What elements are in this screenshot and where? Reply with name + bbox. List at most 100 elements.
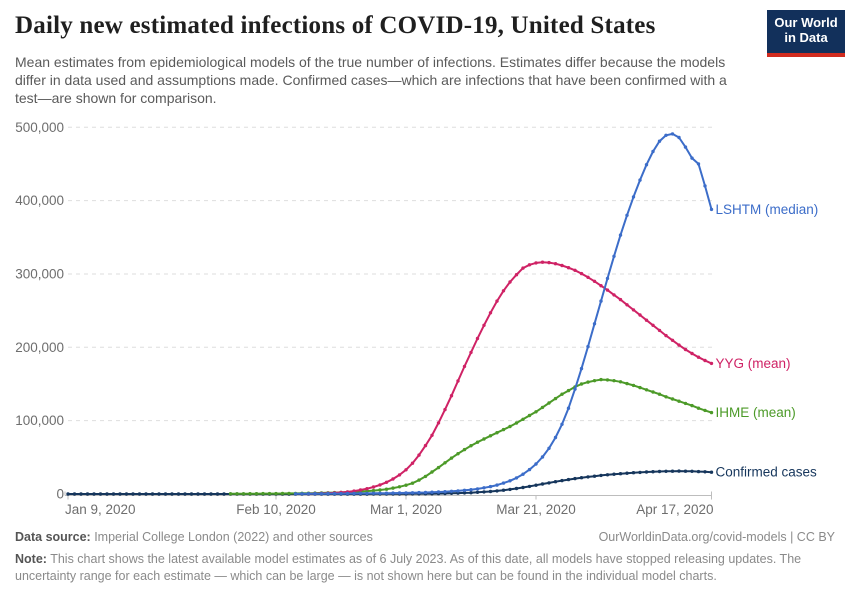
- series-point-ihme-mean: [670, 397, 675, 401]
- series-point-ihme-mean: [404, 483, 408, 487]
- series-point-confirmed-cases: [488, 489, 493, 494]
- series-label-lshtm-median: LSHTM (median): [716, 202, 819, 217]
- series-point-yyg-mean: [397, 473, 402, 477]
- owid-logo[interactable]: Our World in Data: [767, 10, 845, 57]
- series-point-confirmed-cases: [215, 492, 220, 496]
- series-point-ihme-mean: [664, 395, 668, 399]
- series-point-lshtm-median: [300, 492, 304, 496]
- x-axis-label: Jan 9, 2020: [65, 502, 136, 517]
- series-line-yyg-mean[interactable]: [307, 261, 713, 495]
- series-point-confirmed-cases: [85, 492, 90, 496]
- series-point-ihme-mean: [618, 380, 623, 384]
- series-point-lshtm-median: [482, 486, 486, 490]
- series-point-confirmed-cases: [592, 474, 597, 478]
- series-point-confirmed-cases: [612, 472, 616, 476]
- series-point-lshtm-median: [410, 491, 415, 495]
- series-point-lshtm-median: [378, 491, 382, 495]
- series-point-confirmed-cases: [118, 492, 122, 496]
- series-point-yyg-mean: [592, 279, 597, 283]
- series-point-yyg-mean: [670, 338, 675, 342]
- series-point-yyg-mean: [683, 347, 688, 352]
- series-point-lshtm-median: [404, 491, 408, 495]
- owid-url-link[interactable]: OurWorldinData.org/covid-models | CC BY: [598, 530, 835, 544]
- series-point-confirmed-cases: [163, 492, 168, 496]
- series-lshtm-median[interactable]: LSHTM (median): [293, 132, 819, 496]
- series-point-yyg-mean: [527, 263, 532, 267]
- series-point-yyg-mean: [573, 268, 577, 272]
- series-line-ihme-mean[interactable]: [229, 378, 713, 495]
- series-point-yyg-mean: [391, 477, 395, 481]
- series-point-lshtm-median: [339, 491, 343, 496]
- series-point-yyg-mean: [404, 468, 408, 472]
- series-yyg-mean[interactable]: YYG (mean): [306, 260, 791, 496]
- y-axis-label: 0: [56, 487, 64, 502]
- series-point-yyg-mean: [703, 358, 707, 363]
- series-point-yyg-mean: [410, 461, 415, 465]
- series-point-lshtm-median: [345, 491, 350, 496]
- series-point-lshtm-median: [436, 490, 441, 494]
- series-point-lshtm-median: [443, 490, 447, 494]
- series-point-lshtm-median: [644, 163, 649, 167]
- series-point-yyg-mean: [644, 318, 649, 322]
- series-point-lshtm-median: [690, 156, 694, 160]
- series-point-lshtm-median: [573, 387, 577, 391]
- series-point-lshtm-median: [449, 489, 454, 493]
- series-point-lshtm-median: [384, 491, 389, 495]
- series-point-confirmed-cases: [482, 490, 486, 494]
- series-point-ihme-mean: [261, 491, 265, 496]
- series-point-yyg-mean: [430, 433, 434, 437]
- series-point-lshtm-median: [605, 276, 610, 281]
- note-label: Note:: [15, 552, 47, 566]
- series-point-ihme-mean: [560, 392, 564, 396]
- series-point-ihme-mean: [254, 492, 259, 496]
- series-point-ihme-mean: [566, 388, 571, 393]
- series-point-ihme-mean: [521, 417, 525, 421]
- series-point-confirmed-cases: [92, 492, 96, 496]
- series-point-confirmed-cases: [644, 470, 649, 474]
- series-point-confirmed-cases: [124, 492, 129, 496]
- series-point-confirmed-cases: [72, 492, 77, 496]
- series-point-confirmed-cases: [196, 492, 200, 496]
- series-point-lshtm-median: [313, 492, 317, 496]
- series-line-lshtm-median[interactable]: [294, 132, 713, 495]
- series-point-ihme-mean: [703, 408, 707, 413]
- series-point-ihme-mean: [488, 434, 493, 438]
- series-point-confirmed-cases: [618, 472, 623, 476]
- series-point-ihme-mean: [462, 447, 467, 452]
- series-point-confirmed-cases: [469, 491, 473, 495]
- series-point-lshtm-median: [677, 135, 681, 140]
- series-point-lshtm-median: [495, 483, 499, 487]
- series-point-ihme-mean: [423, 474, 428, 479]
- series-point-lshtm-median: [365, 491, 369, 496]
- series-point-ihme-mean: [449, 456, 454, 460]
- gridlines: 0 100,000 200,000 300,000 400,000 500,000: [15, 120, 715, 502]
- owid-logo-line2: in Data: [784, 30, 828, 45]
- series-point-ihme-mean: [228, 492, 233, 496]
- series-ihme-mean[interactable]: IHME (mean): [228, 377, 796, 496]
- series-point-confirmed-cases: [586, 475, 590, 479]
- series-point-ihme-mean: [410, 481, 415, 485]
- series-point-lshtm-median: [371, 491, 376, 495]
- series-point-yyg-mean: [482, 323, 486, 327]
- series-point-confirmed-cases: [514, 486, 519, 491]
- series-point-lshtm-median: [319, 492, 324, 496]
- plot-svg[interactable]: 0 100,000 200,000 300,000 400,000 500,000 Jan …: [0, 112, 850, 522]
- series-point-confirmed-cases: [462, 491, 467, 495]
- series-point-lshtm-median: [566, 406, 571, 410]
- series-point-yyg-mean: [566, 266, 571, 270]
- series-point-ihme-mean: [469, 444, 473, 448]
- series-point-confirmed-cases: [657, 469, 662, 474]
- series-point-yyg-mean: [358, 488, 363, 492]
- series-point-lshtm-median: [631, 195, 636, 199]
- series-point-yyg-mean: [417, 453, 421, 457]
- series-point-confirmed-cases: [553, 480, 558, 484]
- series-label-yyg-mean: YYG (mean): [716, 356, 791, 371]
- series-point-confirmed-cases: [131, 492, 135, 496]
- series-point-confirmed-cases: [540, 482, 545, 486]
- series-point-ihme-mean: [241, 492, 246, 496]
- series-point-confirmed-cases: [137, 492, 142, 496]
- series-point-yyg-mean: [436, 421, 441, 425]
- series-point-confirmed-cases: [202, 492, 207, 496]
- series-point-ihme-mean: [527, 413, 532, 418]
- series-point-ihme-mean: [475, 440, 480, 444]
